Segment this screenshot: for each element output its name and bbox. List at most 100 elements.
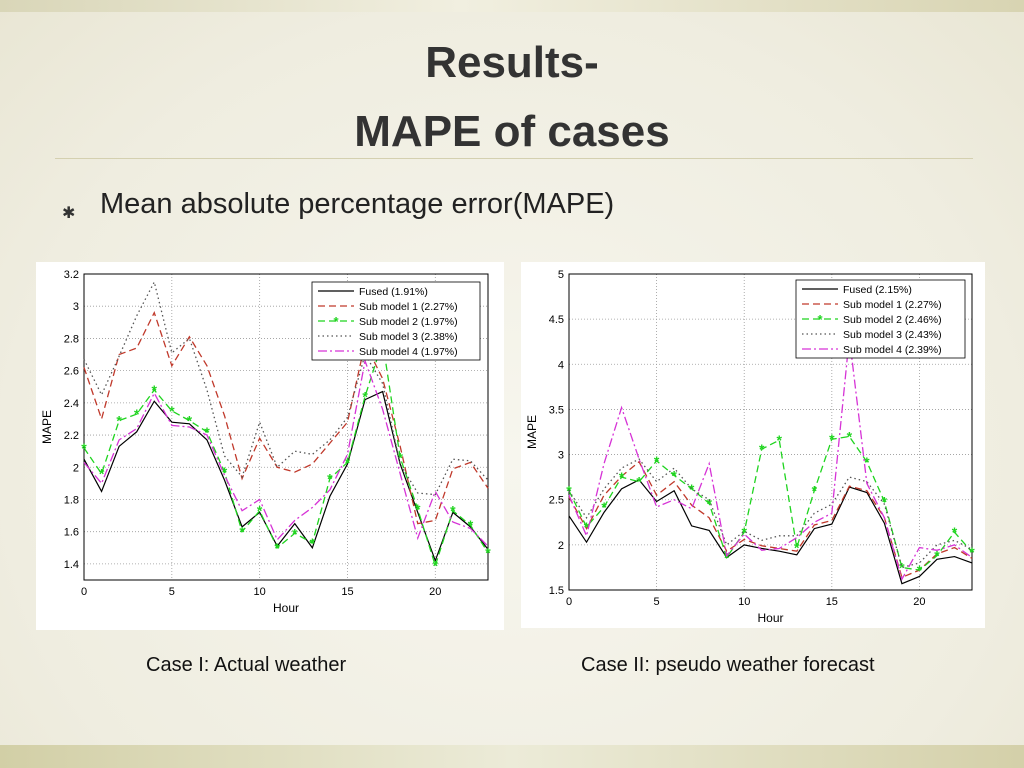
chart2-y-tick-label: 3.5	[549, 404, 564, 416]
chart2-x-tick-label: 15	[826, 596, 838, 608]
chart1-series-5-line	[83, 358, 489, 547]
caption-case2: Case II: pseudo weather forecast	[581, 654, 875, 676]
chart2-series-3-point: *	[671, 467, 677, 483]
chart2-series-3-point: *	[882, 494, 888, 510]
chart1-series-4-line	[83, 280, 489, 496]
chart1-y-axis-label: MAPE	[40, 410, 54, 444]
chart1-x-axis-label: Hour	[273, 601, 299, 615]
chart1-series-3-point: *	[204, 424, 210, 440]
chart2-legend-label: Fused (2.15%)	[843, 284, 912, 296]
chart2-y-axis-label: MAPE	[525, 415, 539, 449]
chart1-legend-label: Sub model 4 (1.97%)	[359, 346, 458, 358]
bottom-decorative-band	[0, 745, 1024, 768]
chart1-series-3-point: *	[468, 517, 474, 533]
chart2-x-axis-label: Hour	[757, 611, 783, 625]
chart1-y-tick-label: 1.4	[64, 559, 79, 571]
top-decorative-band	[0, 0, 1024, 12]
chart1-x-tick-label: 20	[429, 586, 441, 598]
chart1-y-tick-label: 1.8	[64, 494, 79, 506]
chart1-series-3-point: *	[134, 406, 140, 422]
chart1-x-tick-label: 0	[81, 586, 87, 598]
chart1-y-tick-label: 1.6	[64, 527, 79, 539]
chart2-series-3-point: *	[741, 524, 747, 540]
chart2-series-3-point: *	[759, 441, 765, 457]
chart2-series-3-point: *	[724, 549, 730, 565]
bullet-star-icon: ✱	[62, 205, 76, 222]
chart2-series-3-point: *	[777, 432, 783, 448]
chart2-series-3-point: *	[636, 474, 642, 490]
chart2-series-4-line	[568, 458, 973, 569]
chart2-y-tick-label: 4	[558, 359, 564, 371]
chart1-series-3-point: *	[327, 471, 333, 487]
chart1-series-2-line	[83, 310, 489, 525]
chart1-series-3-point: *	[222, 464, 228, 480]
chart1-series-3-point: *	[257, 503, 263, 519]
chart2-series-5-line	[568, 337, 973, 581]
chart2-x-tick-label: 10	[738, 596, 750, 608]
chart1-legend-label: Sub model 1 (2.27%)	[359, 301, 458, 313]
chart-case2-svg: 1.5 2 2.5 3 3.5 4 4.5 5 0 5 10 15 20 Hour MAPE * * * * * * * *…	[525, 269, 975, 625]
chart2-series-3-point: *	[864, 454, 870, 470]
chart2-legend-label: Sub model 4 (2.39%)	[843, 344, 942, 356]
chart2-series-3-point: *	[829, 431, 835, 447]
chart2-legend-label: Sub model 1 (2.27%)	[843, 299, 942, 311]
chart1-series-3-point: *	[345, 454, 351, 470]
chart1-legend-label: Sub model 2 (1.97%)	[359, 316, 458, 328]
chart1-x-tick-label: 15	[341, 586, 353, 598]
chart1-series-3-point: *	[169, 403, 175, 419]
slide-title-line1: Results-	[425, 38, 599, 87]
chart2-y-tick-label: 4.5	[549, 314, 564, 326]
chart1-series-3-point: *	[292, 525, 298, 541]
chart1-y-tick-label: 2	[73, 462, 79, 474]
chart1-x-tick-label: 10	[254, 586, 266, 598]
chart1-y-tick-label: 2.8	[64, 333, 79, 345]
chart2-x-tick-label: 20	[913, 596, 925, 608]
chart2-series-3-point: *	[654, 453, 660, 469]
chart2-series-1-line	[568, 479, 973, 585]
caption-case1: Case I: Actual weather	[146, 654, 347, 676]
chart2-series-3-point: *	[601, 499, 607, 515]
chart1-series-3-point: *	[81, 440, 87, 456]
chart2-y-tick-label: 2.5	[549, 495, 564, 507]
chart1-series-3-point: *	[362, 388, 368, 404]
chart1-series-3-point: *	[116, 413, 122, 429]
chart1-axes-frame	[83, 273, 489, 581]
slide-title-line2: MAPE of cases	[354, 107, 670, 156]
chart2-legend-label: Sub model 2 (2.46%)	[843, 314, 942, 326]
chart1-x-tick-label: 5	[169, 586, 175, 598]
chart-case2: 1.5 2 2.5 3 3.5 4 4.5 5 0 5 10 15 20 Hour MAPE * * * * * * * *…	[521, 262, 985, 628]
chart2-series-3-point: *	[584, 519, 590, 535]
chart2-series-3-point: *	[619, 469, 625, 485]
chart-case1-svg: 1.4 1.6 1.8 2 2.2 2.4 2.6 2.8 3 3.2 0 5 10 15 20 Hour MA…	[40, 269, 491, 615]
chart1-series-3-point: *	[274, 540, 280, 556]
chart2-series-3-point: *	[969, 544, 975, 560]
chart1-series-3-point: *	[415, 501, 421, 517]
chart2-series-2-line	[568, 460, 973, 579]
chart1-y-tick-label: 3.2	[64, 269, 79, 281]
chart2-series-3-point: *	[952, 524, 958, 540]
chart2-x-tick-label: 0	[566, 596, 572, 608]
chart1-y-tick-label: 2.4	[64, 398, 79, 410]
chart1-series-3-point: *	[99, 466, 105, 482]
chart1-series-3-point: *	[239, 524, 245, 540]
chart1-y-tick-label: 2.2	[64, 430, 79, 442]
chart2-series-3-point: *	[899, 559, 905, 575]
chart1-series-3-point: *	[450, 503, 456, 519]
chart1-series-3-line	[83, 341, 489, 568]
chart1-y-tick-label: 2.6	[64, 366, 79, 378]
chart2-series-3-point: *	[706, 495, 712, 511]
chart2-y-tick-label: 2	[558, 540, 564, 552]
chart2-series-3-point: *	[689, 481, 695, 497]
chart2-y-tick-label: 3	[558, 450, 564, 462]
chart2-series-3-point: *	[794, 540, 800, 556]
chart2-series-3-point: *	[934, 548, 940, 564]
chart1-series-3-point: *	[152, 382, 158, 398]
chart1-series-3-point: *	[485, 545, 491, 561]
chart1-series-1-line	[83, 390, 489, 563]
chart1-legend-label: Fused (1.91%)	[359, 286, 428, 298]
chart2-legend-label: Sub model 3 (2.43%)	[843, 329, 942, 341]
chart2-series-3-line	[568, 435, 973, 571]
chart2-y-tick-label: 5	[558, 269, 564, 281]
chart1-y-tick-label: 3	[73, 301, 79, 313]
chart2-series-3-point: *	[812, 483, 818, 499]
